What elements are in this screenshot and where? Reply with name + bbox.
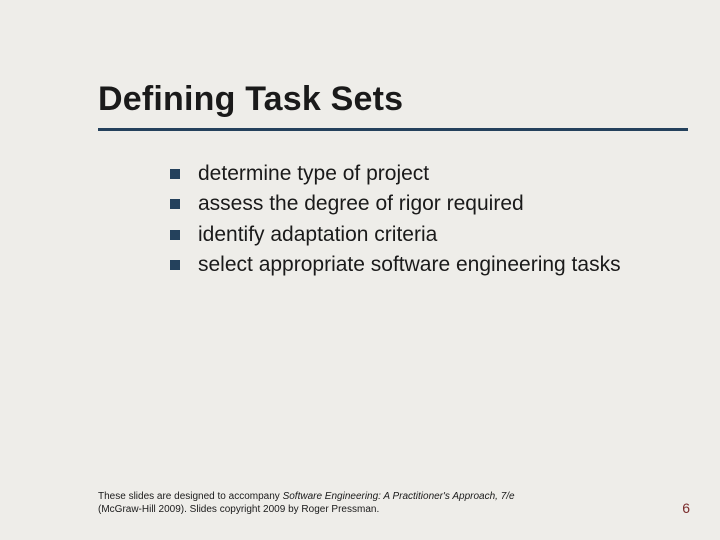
list-item: determine type of project bbox=[170, 160, 680, 188]
content-area: determine type of project assess the deg… bbox=[170, 160, 680, 281]
square-bullet-icon bbox=[170, 169, 180, 179]
footer-attribution: These slides are designed to accompany S… bbox=[98, 490, 670, 516]
square-bullet-icon bbox=[170, 230, 180, 240]
bullet-text: select appropriate software engineering … bbox=[198, 253, 621, 276]
square-bullet-icon bbox=[170, 260, 180, 270]
footer-suffix: (McGraw-Hill 2009). Slides copyright 200… bbox=[98, 504, 379, 515]
bullet-text: assess the degree of rigor required bbox=[198, 192, 524, 215]
square-bullet-icon bbox=[170, 199, 180, 209]
list-item: assess the degree of rigor required bbox=[170, 190, 680, 218]
bullet-text: identify adaptation criteria bbox=[198, 223, 437, 246]
list-item: select appropriate software engineering … bbox=[170, 251, 680, 279]
title-underline bbox=[98, 128, 688, 131]
footer-prefix: These slides are designed to accompany bbox=[98, 491, 283, 502]
slide: Defining Task Sets determine type of pro… bbox=[0, 0, 720, 540]
title-area: Defining Task Sets bbox=[98, 80, 680, 119]
footer-book-title: Software Engineering: A Practitioner's A… bbox=[283, 491, 515, 502]
list-item: identify adaptation criteria bbox=[170, 221, 680, 249]
page-number: 6 bbox=[682, 500, 690, 516]
slide-title: Defining Task Sets bbox=[98, 80, 680, 119]
bullet-text: determine type of project bbox=[198, 162, 429, 185]
bullet-list: determine type of project assess the deg… bbox=[170, 160, 680, 279]
